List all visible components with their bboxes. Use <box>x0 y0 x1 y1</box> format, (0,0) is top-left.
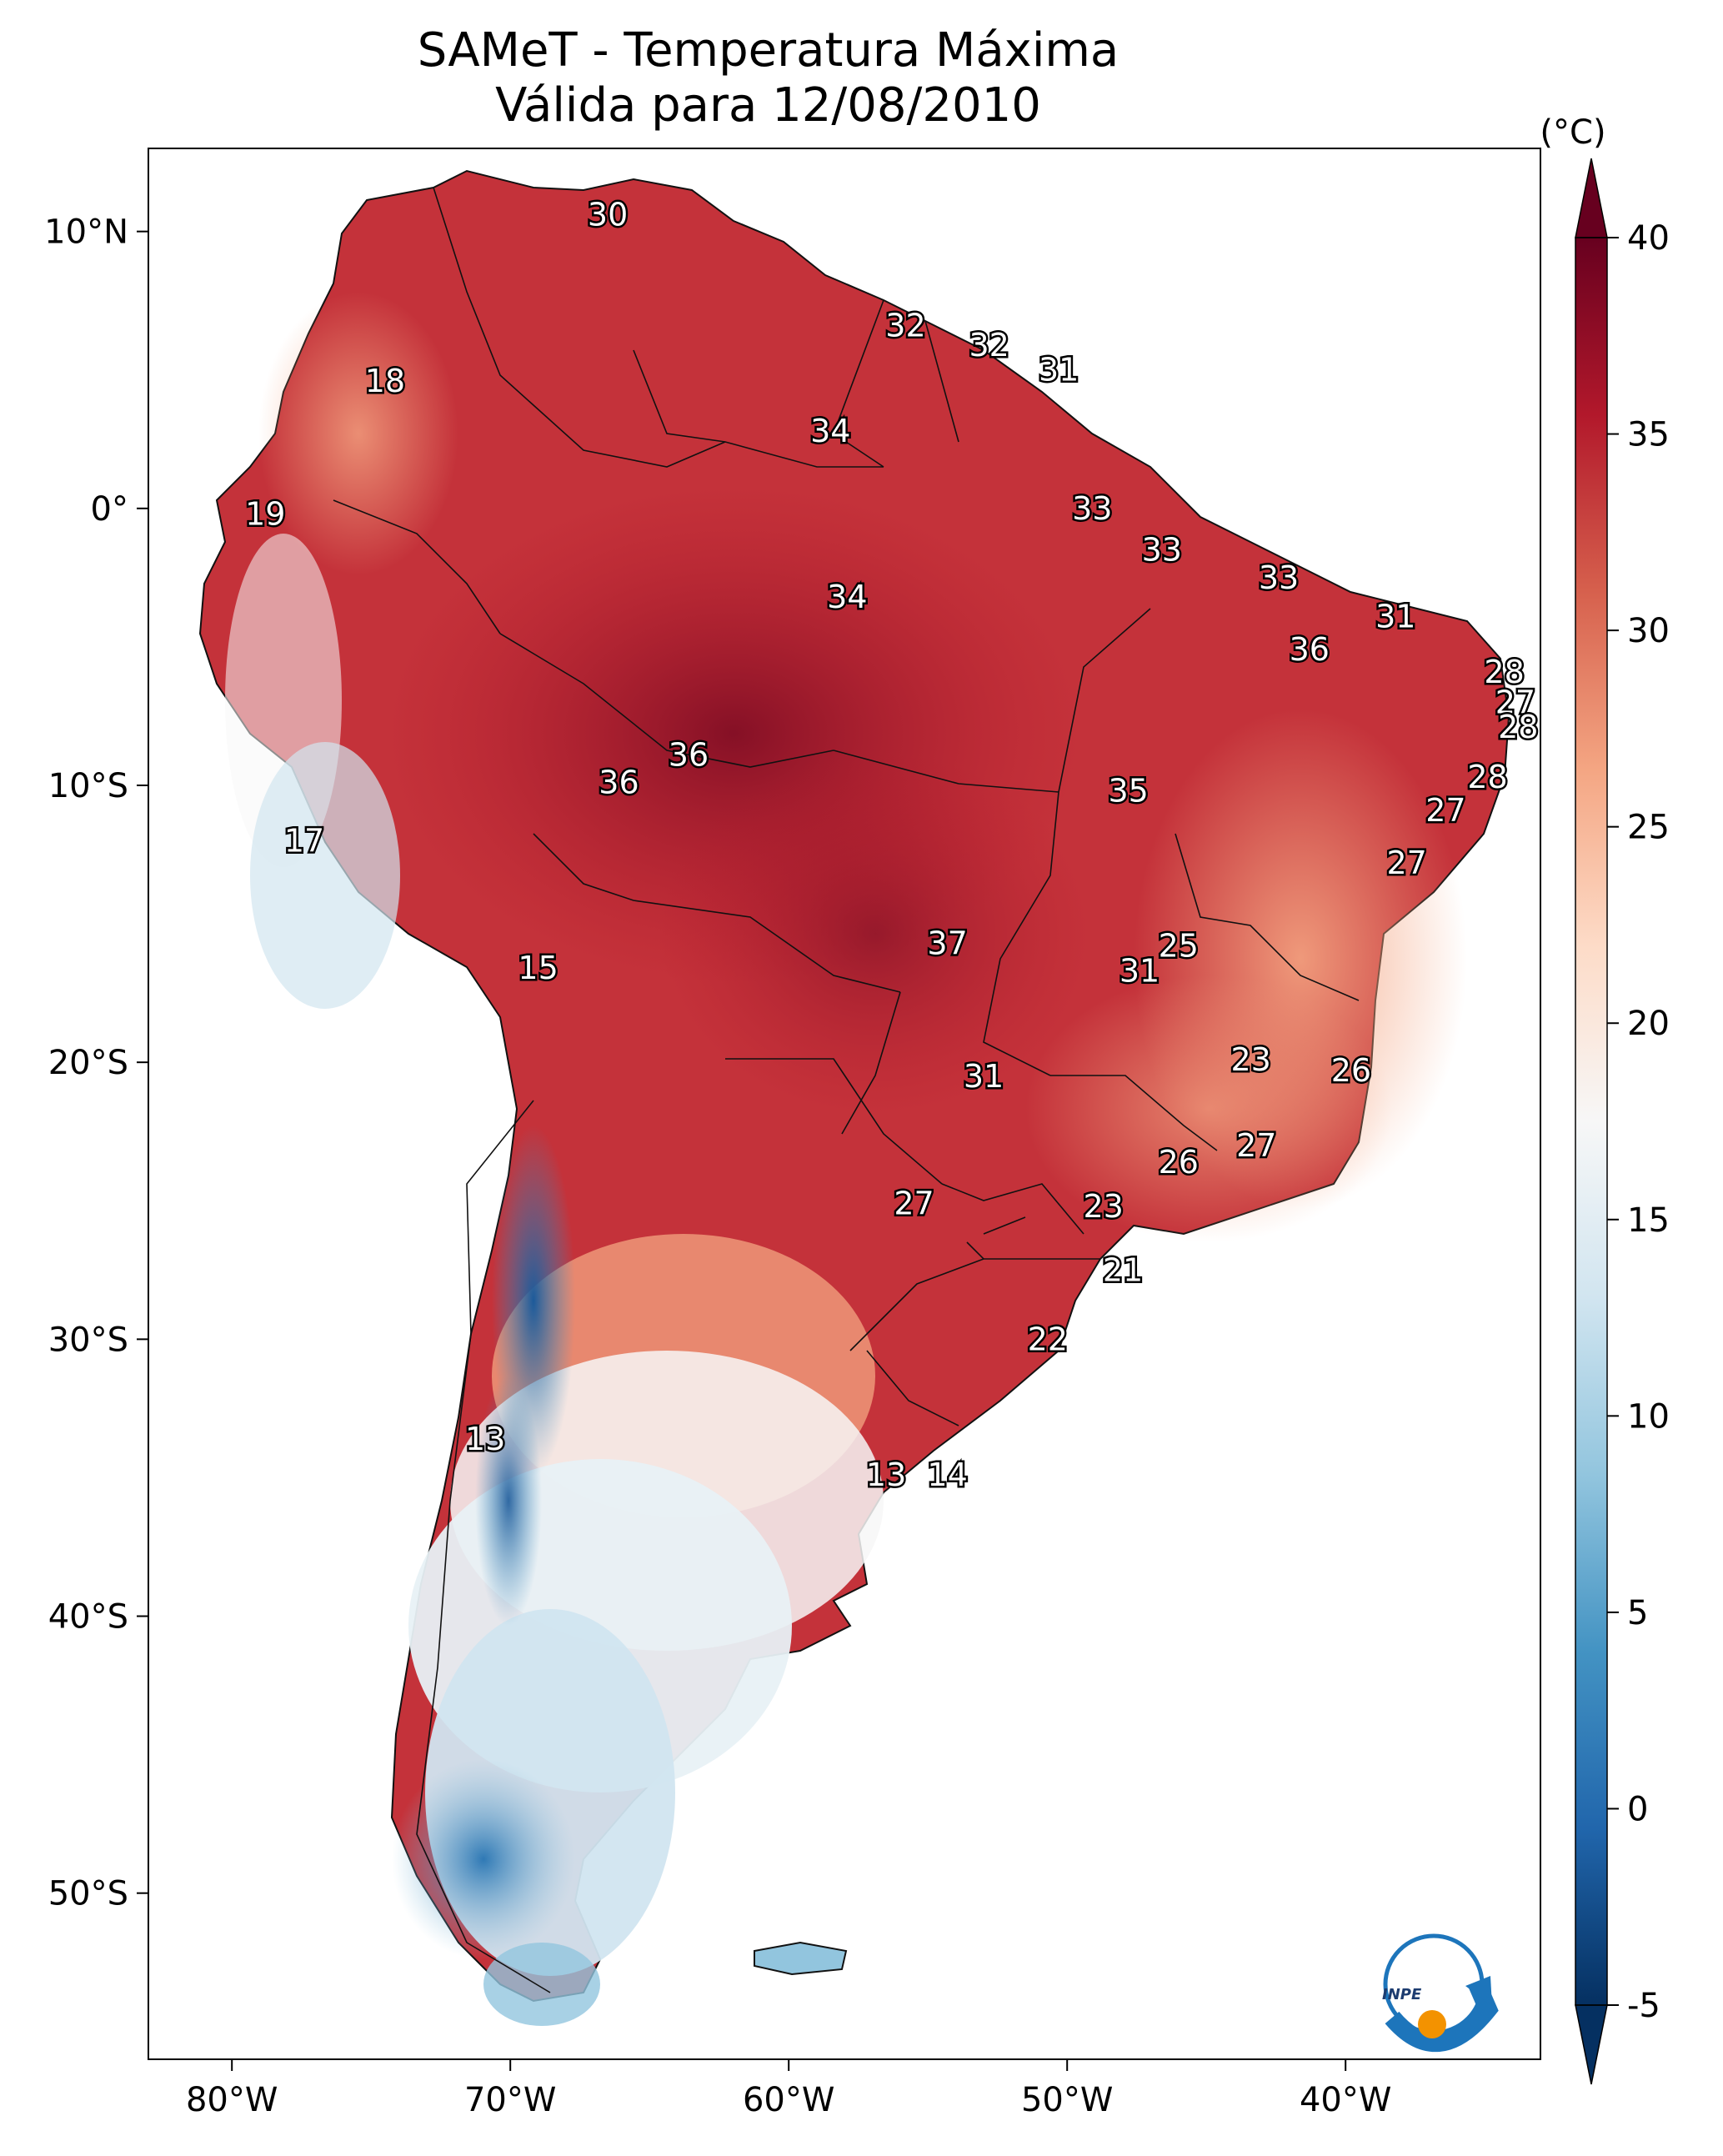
lon-tick-label: 40°W <box>1300 2081 1391 2119</box>
contour-label: 27 <box>1425 792 1465 829</box>
colorbar-tick-label: 5 <box>1627 1594 1648 1632</box>
contour-label: 31 <box>964 1058 1004 1095</box>
lat-tick-label: 10°N <box>44 213 128 252</box>
colorbar-tick-label: 20 <box>1627 1005 1670 1043</box>
contour-label: 17 <box>284 822 324 859</box>
contour-label: 21 <box>1103 1251 1143 1288</box>
colorbar-tick-label: 30 <box>1627 612 1670 650</box>
contour-label: 33 <box>1072 490 1112 527</box>
contour-label: 32 <box>969 327 1009 364</box>
contour-label: 23 <box>1083 1188 1123 1225</box>
contour-label: 27 <box>1236 1127 1276 1164</box>
contour-label: 31 <box>1119 953 1160 990</box>
lat-tick-label: 40°S <box>48 1598 128 1637</box>
colorbar-tick-label: 15 <box>1627 1201 1670 1240</box>
colorbar-tick-label: 35 <box>1627 416 1670 454</box>
colorbar-tick-label: 10 <box>1627 1397 1670 1436</box>
country-borders <box>333 187 1360 1993</box>
lat-tick-label: 10°S <box>48 767 128 805</box>
contour-label: 32 <box>885 308 925 344</box>
contour-label: 19 <box>245 495 285 532</box>
contour-label: 26 <box>1159 1144 1199 1181</box>
falkland-islands-shape <box>754 1941 848 1976</box>
contour-label: 27 <box>894 1186 934 1222</box>
colorbar-tick-label: 40 <box>1627 219 1670 258</box>
inpe-logo-icon: INPE <box>1382 1933 1499 2053</box>
contour-label: 36 <box>669 736 709 773</box>
contour-label: 18 <box>365 363 405 399</box>
map-frame <box>148 148 1541 2060</box>
colorbar-unit: (°C) <box>1540 113 1605 152</box>
contour-label: 28 <box>1467 759 1507 795</box>
colorbar-ticks: 40 35 30 25 20 15 10 5 0 -5 <box>1607 219 1670 2025</box>
contour-label: 33 <box>1259 559 1299 596</box>
temperature-field <box>198 169 1510 2026</box>
latitude-ticks: 10°N 0° 10°S 20°S 30°S 40°S 50°S <box>44 213 148 1913</box>
contour-label: 13 <box>866 1457 906 1493</box>
contour-label: 27 <box>1495 684 1535 720</box>
contour-label: 22 <box>1028 1321 1068 1357</box>
colorbar-tick-label: 0 <box>1627 1790 1648 1828</box>
contour-label: 35 <box>1109 773 1149 810</box>
contour-label: 34 <box>810 413 850 449</box>
contour-label: 27 <box>1387 845 1427 881</box>
contour-label: 28 <box>1484 654 1524 690</box>
lon-tick-label: 80°W <box>186 2081 278 2119</box>
contour-label: 28 <box>1498 709 1538 745</box>
lat-tick-label: 0° <box>91 490 128 529</box>
contour-label: 26 <box>1331 1052 1371 1089</box>
lon-tick-label: 60°W <box>743 2081 834 2119</box>
colorbar-tick-label: 25 <box>1627 809 1670 847</box>
colorbar-tick-label: -5 <box>1627 1987 1660 2025</box>
contour-label: 37 <box>927 925 967 961</box>
contour-label: 15 <box>518 950 558 986</box>
contour-label: 31 <box>1375 598 1415 634</box>
colorbar: (°C) 40 35 30 25 20 15 10 5 0 -5 <box>1540 113 1670 2085</box>
lat-tick-label: 20°S <box>48 1044 128 1082</box>
contour-label: 33 <box>1142 532 1182 569</box>
contour-label: 13 <box>465 1421 505 1457</box>
contour-label: 31 <box>1039 352 1079 389</box>
map-subtitle: Válida para 12/08/2010 <box>495 78 1041 133</box>
colorbar-min-arrow <box>1575 2004 1608 2085</box>
lon-tick-label: 50°W <box>1021 2081 1113 2119</box>
lon-tick-label: 70°W <box>464 2081 556 2119</box>
contour-label: 23 <box>1230 1041 1270 1078</box>
inpe-logo-text: INPE <box>1382 1986 1422 2003</box>
contour-label: 36 <box>599 765 639 801</box>
contour-label: 25 <box>1159 928 1199 965</box>
colorbar-gradient <box>1575 238 1607 2005</box>
contour-label: 30 <box>588 197 628 233</box>
map-title: SAMeT - Temperatura Máxima <box>417 23 1119 78</box>
lat-tick-label: 50°S <box>48 1875 128 1913</box>
contour-label: 14 <box>927 1457 967 1493</box>
contour-label: 34 <box>827 579 867 615</box>
longitude-ticks: 80°W 70°W 60°W 50°W 40°W <box>186 2059 1391 2119</box>
lat-tick-label: 30°S <box>48 1321 128 1359</box>
contour-label: 36 <box>1290 631 1330 668</box>
colorbar-max-arrow <box>1575 158 1608 238</box>
